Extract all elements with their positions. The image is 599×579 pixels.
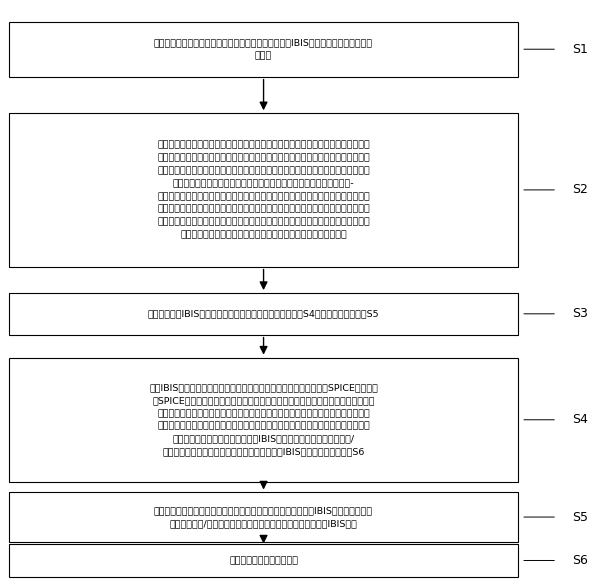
Text: S3: S3 <box>572 307 588 320</box>
Text: S4: S4 <box>572 413 588 426</box>
FancyBboxPatch shape <box>9 293 518 335</box>
Text: 将多层集成电路的三维模型简化为多层集成电路的二维模型，根据多层集成电路版图
信息，对多层集成电路版图的多边形进行对齐和简化处理；对直流电场模型，直接对
简化后的: 将多层集成电路的三维模型简化为多层集成电路的二维模型，根据多层集成电路版图 信息… <box>157 141 370 239</box>
Text: 获取集成电路无源部分的多层集成电路版图信息，设置IBIS模型提取的相关参数和仿
真参数: 获取集成电路无源部分的多层集成电路版图信息，设置IBIS模型提取的相关参数和仿 … <box>154 38 373 60</box>
Text: 基于所述集成电路场域求解方程组的总体稀疏矩阵和预先设置的IBIS模型端口，计算
多端口的电压/电流特性曲线，形成多端口无源集成电路模型的IBIS模型: 基于所述集成电路场域求解方程组的总体稀疏矩阵和预先设置的IBIS模型端口，计算 … <box>154 506 373 528</box>
Text: S2: S2 <box>572 184 588 196</box>
Text: S6: S6 <box>572 554 588 567</box>
Text: 根据IBIS模型提取的相关参数和仿真参数，获取集成电路有源器件的SPICE模型，将
该SPICE模型作为所述集成电路的外部电路，对所述集成电路的外部电路，利用节: 根据IBIS模型提取的相关参数和仿真参数，获取集成电路有源器件的SPICE模型，… <box>149 383 378 456</box>
Text: 判断待提取的IBIS模型是否为有源模型，若是，则执行步骤S4，若否，则执行步骤S5: 判断待提取的IBIS模型是否为有源模型，若是，则执行步骤S4，若否，则执行步骤S… <box>148 309 379 318</box>
FancyBboxPatch shape <box>9 544 518 577</box>
FancyBboxPatch shape <box>9 21 518 76</box>
FancyBboxPatch shape <box>9 492 518 542</box>
Text: 计算结果输出和图形化显示: 计算结果输出和图形化显示 <box>229 556 298 565</box>
FancyBboxPatch shape <box>9 113 518 266</box>
Text: S1: S1 <box>572 43 588 56</box>
Text: S5: S5 <box>572 511 588 523</box>
FancyBboxPatch shape <box>9 357 518 482</box>
